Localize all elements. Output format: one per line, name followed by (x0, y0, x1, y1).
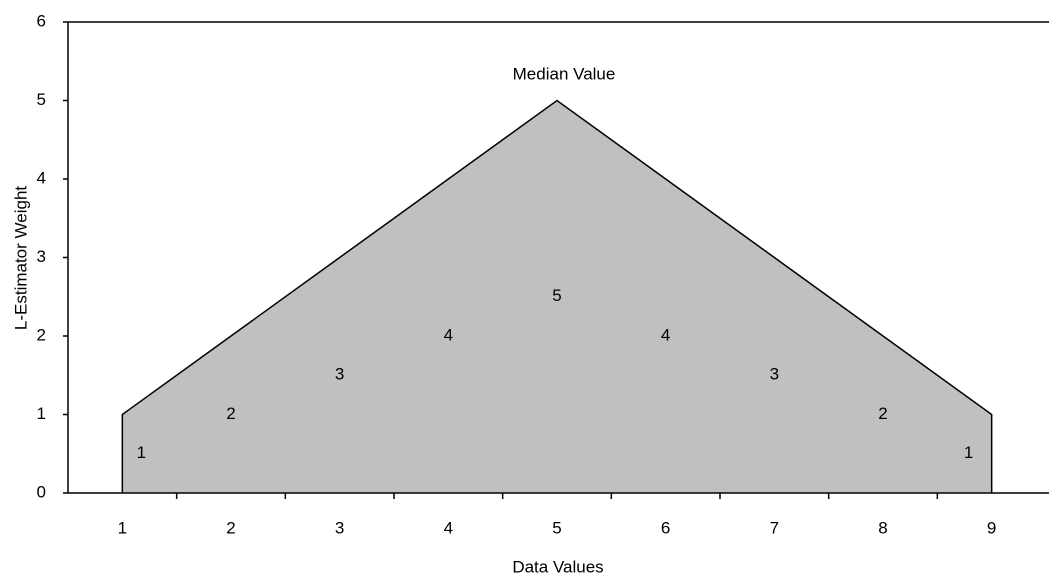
y-tick-label: 0 (37, 482, 46, 501)
data-label: 3 (335, 365, 344, 384)
data-label: 4 (661, 325, 670, 344)
data-label: 3 (770, 365, 779, 384)
x-tick-label: 9 (987, 518, 996, 537)
area-outline (121, 99, 993, 493)
y-tick-label: 6 (37, 11, 46, 30)
y-axis-label: L-Estimator Weight (11, 186, 30, 331)
y-tick-label: 4 (37, 168, 46, 187)
y-tick-label: 2 (37, 325, 46, 344)
y-tick-label: 1 (37, 404, 46, 423)
area (122, 100, 992, 493)
x-tick-label: 6 (661, 518, 670, 537)
data-label: 5 (552, 286, 561, 305)
y-tick-label: 3 (37, 247, 46, 266)
x-tick-label: 7 (770, 518, 779, 537)
y-tick-label: 5 (37, 90, 46, 109)
data-label: 2 (878, 404, 887, 423)
x-tick-label: 3 (335, 518, 344, 537)
x-tick-label: 8 (878, 518, 887, 537)
x-axis-label: Data Values (512, 557, 603, 576)
x-tick-label: 1 (118, 518, 127, 537)
data-label: 1 (137, 443, 146, 462)
data-label: 1 (964, 443, 973, 462)
x-tick-label: 4 (444, 518, 453, 537)
data-label: 2 (226, 404, 235, 423)
data-label: 4 (444, 325, 453, 344)
annotation: Median Value (513, 64, 616, 83)
x-tick-label: 5 (552, 518, 561, 537)
x-tick-label: 2 (226, 518, 235, 537)
